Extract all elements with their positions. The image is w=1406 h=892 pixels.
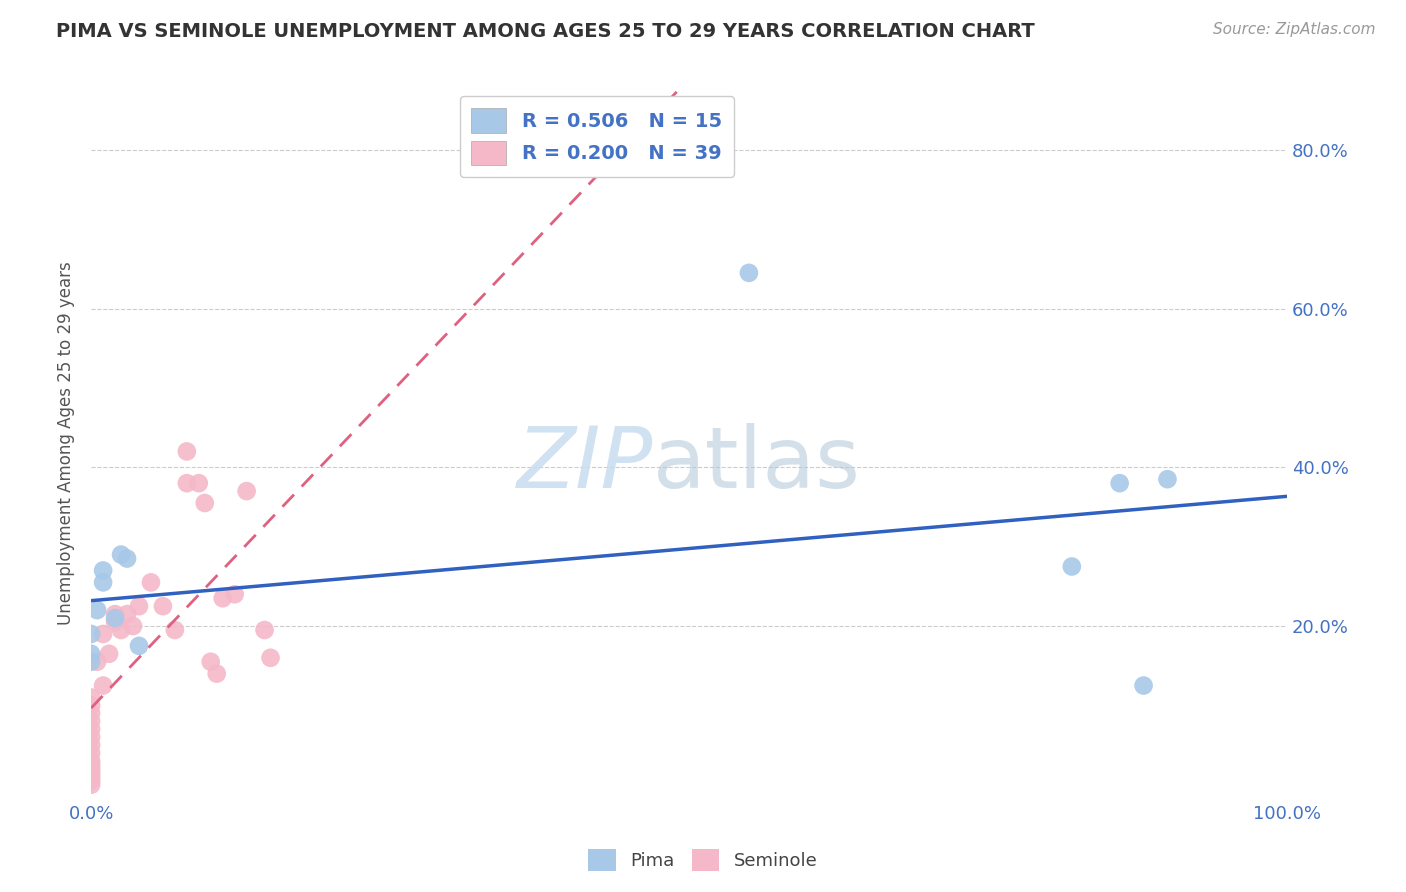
Text: ZIP: ZIP [517, 424, 654, 507]
Point [200, 655, 222, 669]
Point [176, 444, 198, 458]
Point [205, 666, 228, 681]
Point [80, 738, 103, 752]
Y-axis label: Unemployment Among Ages 25 to 29 years: Unemployment Among Ages 25 to 29 years [58, 261, 75, 625]
Point [176, 476, 198, 491]
Point [152, 599, 174, 614]
Point [80, 770, 103, 784]
Point [80, 746, 103, 760]
Point [235, 484, 257, 499]
Point [80, 778, 103, 792]
Point [194, 496, 217, 510]
Point [80, 714, 103, 729]
Point [80, 690, 103, 705]
Point [187, 476, 209, 491]
Point [211, 591, 233, 606]
Point [259, 650, 281, 665]
Point [128, 599, 150, 614]
Point [80, 762, 103, 776]
Point [1060, 559, 1083, 574]
Point [122, 619, 145, 633]
Point [80, 773, 103, 788]
Point [98, 647, 121, 661]
Point [110, 623, 132, 637]
Point [1156, 472, 1178, 486]
Point [738, 266, 761, 280]
Point [104, 615, 127, 629]
Point [91, 627, 114, 641]
Point [80, 730, 103, 744]
Point [91, 564, 114, 578]
Point [80, 647, 103, 661]
Point [91, 575, 114, 590]
Point [80, 706, 103, 721]
Point [80, 754, 103, 768]
Point [104, 611, 127, 625]
Point [80, 765, 103, 780]
Point [86, 603, 108, 617]
Point [80, 655, 103, 669]
Point [128, 639, 150, 653]
Point [1132, 679, 1154, 693]
Point [80, 698, 103, 713]
Point [86, 655, 108, 669]
Point [110, 548, 132, 562]
Text: PIMA VS SEMINOLE UNEMPLOYMENT AMONG AGES 25 TO 29 YEARS CORRELATION CHART: PIMA VS SEMINOLE UNEMPLOYMENT AMONG AGES… [56, 22, 1035, 41]
Point [224, 587, 246, 601]
Point [115, 551, 138, 566]
Legend: R = 0.506   N = 15, R = 0.200   N = 39: R = 0.506 N = 15, R = 0.200 N = 39 [460, 96, 734, 178]
Point [1108, 476, 1130, 491]
Point [80, 758, 103, 772]
Point [91, 679, 114, 693]
Point [80, 627, 103, 641]
Text: atlas: atlas [654, 424, 862, 507]
Point [80, 722, 103, 736]
Point [163, 623, 186, 637]
Point [115, 607, 138, 621]
Legend: Pima, Seminole: Pima, Seminole [581, 842, 825, 879]
Text: Source: ZipAtlas.com: Source: ZipAtlas.com [1212, 22, 1375, 37]
Point [139, 575, 162, 590]
Point [253, 623, 276, 637]
Point [104, 607, 127, 621]
